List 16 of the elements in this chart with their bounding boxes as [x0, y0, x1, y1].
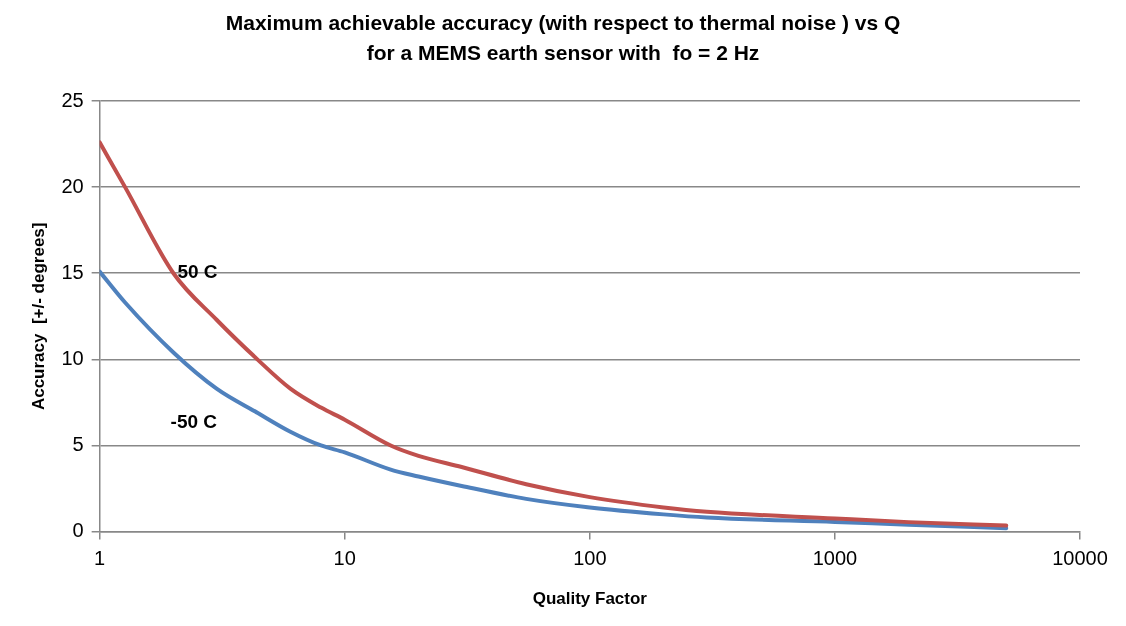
x-tick-label: 1000	[812, 547, 858, 570]
x-tick-label: 10000	[1052, 547, 1108, 570]
y-tick-label: 25	[61, 88, 84, 111]
x-tick-label: 1	[94, 547, 106, 570]
x-tick-label: 10	[333, 547, 356, 570]
series-label: 50 C	[177, 261, 218, 283]
y-tick-label: 0	[72, 519, 84, 542]
y-tick-label: 20	[61, 174, 84, 197]
chart-title: Maximum achievable accuracy (with respect to thermal noise ) vs Q for a MEMS earth sensor with fo = 2 Hz	[224, 10, 902, 66]
y-tick-label: 5	[72, 433, 84, 455]
y-axis-title: Accuracy [+/- degrees]	[28, 222, 48, 411]
series-label: -50 C	[170, 410, 218, 432]
y-tick-label: 10	[61, 346, 84, 369]
x-tick-label: 100	[573, 547, 607, 570]
y-tick-label: 15	[61, 260, 84, 283]
x-axis-title: Quality Factor	[532, 589, 648, 609]
